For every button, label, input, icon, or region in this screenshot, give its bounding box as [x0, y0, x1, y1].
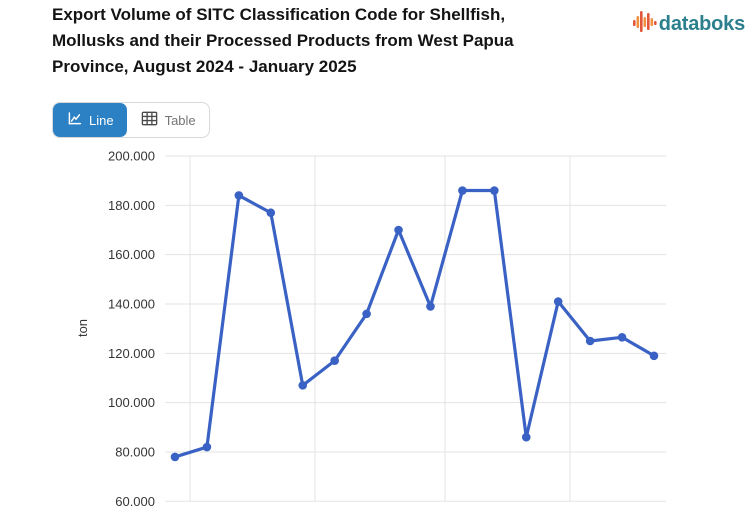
chart-title: Export Volume of SITC Classification Cod…: [52, 2, 597, 80]
line-chart: 200.000 180.000 160.000 140.000 120.000 100.0…: [0, 140, 753, 520]
chart-title-line-1: Export Volume of SITC Classification Cod…: [52, 5, 506, 24]
table-grid-icon: [140, 109, 159, 131]
data-point: [458, 186, 467, 195]
line-view-button[interactable]: Line: [53, 103, 127, 137]
data-point: [394, 225, 403, 235]
data-point: [362, 309, 371, 319]
databoks-bars-icon: [632, 8, 657, 41]
data-point: [426, 302, 435, 311]
data-point: [585, 336, 595, 346]
view-toggle: Line Table: [52, 102, 210, 138]
databoks-logo-text: databoks: [658, 13, 745, 35]
line-button-label: Line: [89, 112, 114, 128]
data-point: [553, 297, 563, 306]
data-point: [298, 381, 308, 390]
data-point: [521, 432, 531, 442]
y-tick-label: 100.000: [108, 395, 155, 410]
y-tick-label: 180.000: [108, 198, 155, 213]
y-tick-label: 200.000: [108, 149, 155, 164]
data-point: [170, 452, 180, 462]
table-button-label: Table: [164, 112, 196, 128]
line-chart-icon: [66, 110, 83, 130]
data-point: [202, 442, 212, 452]
data-point: [266, 208, 276, 218]
table-view-button[interactable]: Table: [127, 103, 209, 137]
data-line: [173, 188, 656, 459]
y-axis-label: ton: [75, 319, 90, 337]
chart-header: Export Volume of SITC Classification Cod…: [52, 2, 745, 80]
y-tick-label: 60.000: [115, 494, 155, 509]
chart-title-line-3: Province, August 2024 - January 2025: [52, 57, 357, 76]
y-tick-label: 160.000: [108, 247, 155, 262]
databoks-logo: databoks: [632, 8, 745, 41]
data-point: [234, 191, 244, 200]
data-point: [330, 356, 339, 366]
line-chart-svg: 200.000 180.000 160.000 140.000 120.000 100.0…: [75, 149, 666, 509]
y-tick-label: 120.000: [108, 346, 155, 361]
y-tick-label: 140.000: [108, 296, 155, 311]
y-tick-label: 80.000: [115, 444, 155, 459]
data-point: [490, 186, 499, 195]
data-point: [649, 351, 659, 361]
data-point: [617, 332, 627, 342]
chart-title-line-2: Mollusks and their Processed Products fr…: [52, 31, 514, 50]
